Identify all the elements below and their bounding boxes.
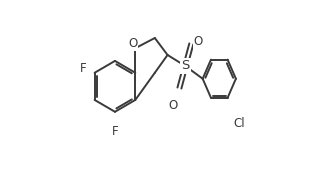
Text: F: F bbox=[112, 125, 118, 138]
Text: O: O bbox=[193, 35, 203, 48]
Text: O: O bbox=[168, 99, 177, 112]
Text: S: S bbox=[181, 60, 189, 73]
Text: Cl: Cl bbox=[234, 117, 246, 130]
Text: F: F bbox=[80, 62, 87, 75]
Text: O: O bbox=[128, 37, 137, 50]
